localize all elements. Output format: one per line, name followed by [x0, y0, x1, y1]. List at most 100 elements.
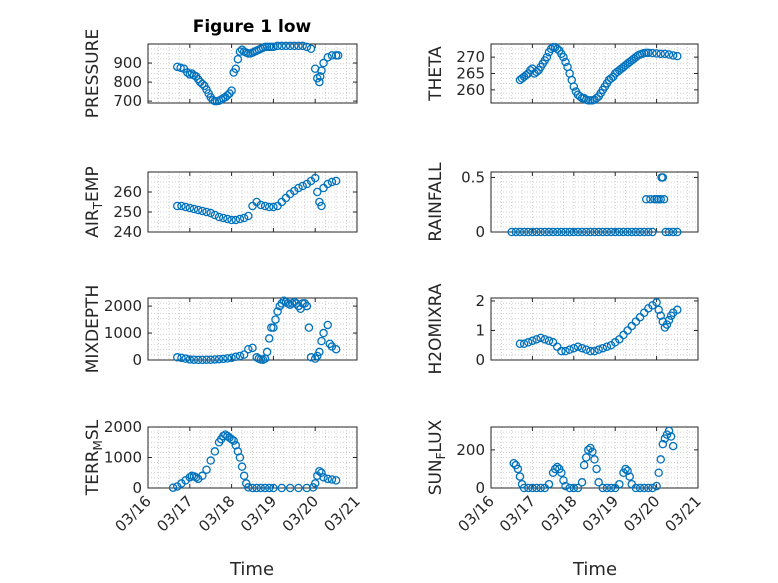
data-point — [206, 208, 215, 218]
data-point — [598, 343, 608, 353]
data-point — [561, 227, 570, 237]
data-point — [244, 344, 253, 354]
data-point — [333, 51, 343, 60]
data-point — [557, 346, 566, 356]
data-point — [656, 49, 665, 59]
axes-box — [147, 43, 358, 104]
data-point — [323, 53, 332, 62]
data-point — [658, 439, 668, 449]
data-point — [315, 72, 325, 81]
data-point — [528, 336, 537, 346]
data-point — [189, 355, 199, 364]
data-point — [191, 473, 201, 482]
figure-title: Figure 1 low — [193, 17, 312, 37]
data-point — [227, 434, 236, 444]
data-point — [262, 347, 272, 357]
data-point — [660, 49, 670, 59]
data-point — [648, 48, 657, 58]
data-point — [290, 41, 299, 51]
data-point — [532, 335, 541, 344]
data-point — [594, 345, 603, 354]
data-point — [216, 95, 226, 104]
y-tick-label: 2 — [475, 292, 485, 310]
data-point — [509, 458, 519, 468]
series-markers — [173, 41, 343, 106]
data-point — [218, 213, 228, 223]
data-point — [536, 483, 545, 493]
data-point — [173, 353, 182, 362]
data-point — [306, 353, 316, 362]
data-point — [606, 483, 616, 493]
series-markers — [509, 426, 678, 493]
data-point — [302, 301, 312, 311]
data-point — [198, 355, 207, 365]
data-point — [319, 328, 328, 338]
data-point — [639, 227, 649, 237]
data-point — [664, 227, 674, 237]
x-tick-label: 03/20 — [279, 492, 322, 535]
data-point — [181, 202, 190, 212]
data-point — [223, 354, 232, 363]
data-point — [210, 447, 220, 456]
data-point — [623, 227, 632, 237]
data-point — [581, 227, 591, 237]
x-axis-label-left: Time — [229, 559, 274, 580]
data-point — [644, 48, 653, 58]
data-point — [528, 483, 537, 493]
data-point — [185, 355, 195, 364]
data-point — [644, 227, 653, 237]
data-point — [317, 201, 326, 211]
axes-box — [490, 297, 699, 361]
data-point — [323, 320, 332, 330]
data-point — [586, 227, 595, 237]
data-point — [331, 344, 341, 354]
axes-box — [147, 297, 358, 361]
data-point — [561, 57, 570, 67]
data-point — [524, 483, 533, 493]
data-point — [177, 353, 186, 363]
data-point — [248, 343, 257, 353]
data-point — [327, 342, 337, 351]
data-point — [565, 345, 574, 354]
data-point — [285, 300, 295, 309]
data-point — [648, 227, 657, 237]
data-point — [244, 211, 253, 221]
data-point — [544, 479, 554, 489]
data-point — [590, 455, 599, 464]
data-point — [315, 466, 324, 476]
y-tick-label: 0 — [132, 351, 142, 369]
data-point — [269, 323, 278, 332]
subplot-6: 0 1 2 H2OMIXRA — [426, 283, 699, 375]
y-tick-label: 1000 — [104, 324, 142, 342]
data-point — [206, 456, 215, 465]
data-point — [310, 173, 320, 183]
data-point — [231, 352, 241, 362]
data-point — [214, 354, 224, 364]
data-point — [602, 483, 612, 493]
data-point — [202, 207, 211, 217]
data-point — [210, 355, 220, 364]
data-point — [206, 355, 215, 364]
data-point — [561, 346, 570, 356]
data-point — [185, 203, 195, 213]
data-point — [654, 468, 663, 477]
data-point — [231, 64, 241, 73]
data-point — [327, 177, 337, 187]
data-point — [173, 201, 182, 211]
data-point — [281, 297, 291, 307]
data-point — [294, 41, 303, 51]
data-point — [662, 320, 672, 329]
data-point — [231, 215, 241, 225]
data-point — [610, 227, 620, 237]
data-point — [652, 481, 661, 491]
data-point — [313, 351, 322, 361]
grid — [490, 298, 699, 360]
data-point — [569, 227, 579, 237]
data-point — [202, 465, 211, 474]
data-point — [623, 466, 632, 476]
data-point — [315, 77, 324, 87]
x-tick-label: 03/17 — [153, 492, 196, 535]
data-point — [521, 70, 531, 80]
